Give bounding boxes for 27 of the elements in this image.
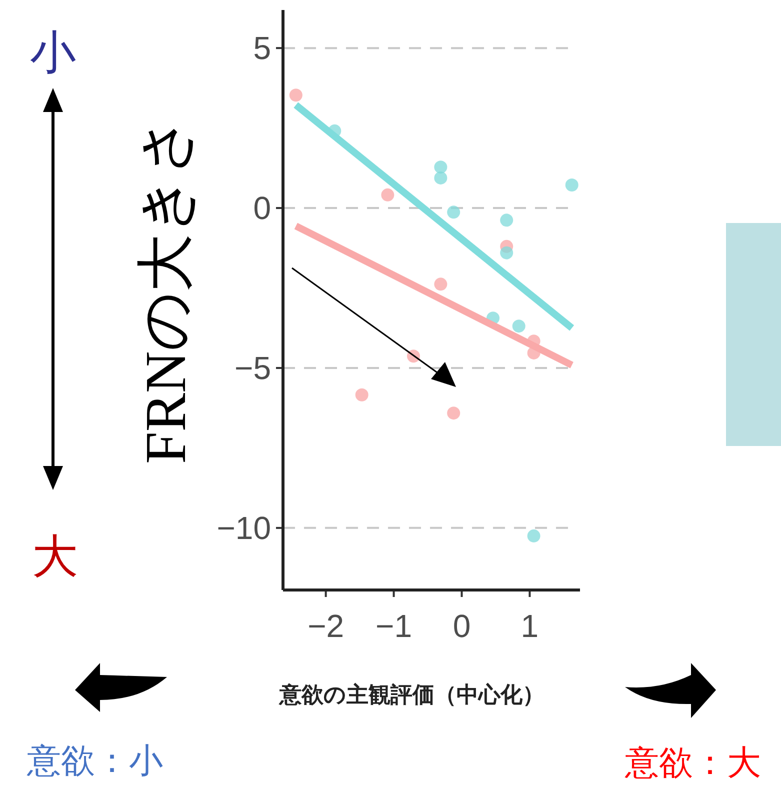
x-tick-label: −1: [376, 608, 412, 644]
y-tick-label: −5: [234, 350, 271, 386]
point: [565, 178, 578, 192]
x-tick-label: 1: [520, 608, 539, 644]
point: [512, 320, 526, 333]
y-tick-label: 0: [253, 190, 271, 226]
point: [434, 171, 448, 184]
x-tick-label: 0: [452, 608, 471, 644]
point: [289, 88, 302, 102]
text: 意欲：小: [26, 742, 163, 780]
point: [447, 206, 460, 219]
point: [500, 214, 514, 227]
point: [434, 160, 448, 174]
point: [447, 406, 460, 420]
y-tick-label: 5: [253, 30, 271, 66]
x-tick-label: −2: [308, 608, 344, 644]
text: 大: [32, 530, 78, 582]
point: [355, 388, 368, 402]
point: [381, 188, 394, 202]
point: [434, 278, 448, 291]
y-tick-label: −10: [216, 510, 271, 546]
point: [500, 246, 514, 260]
text: 小: [30, 26, 76, 78]
point: [527, 529, 540, 542]
text: 意欲：大: [624, 744, 761, 782]
y-axis-title: FRNの大きさ: [133, 116, 198, 464]
x-axis-title: 意欲の主観評価（中心化）: [278, 682, 544, 707]
